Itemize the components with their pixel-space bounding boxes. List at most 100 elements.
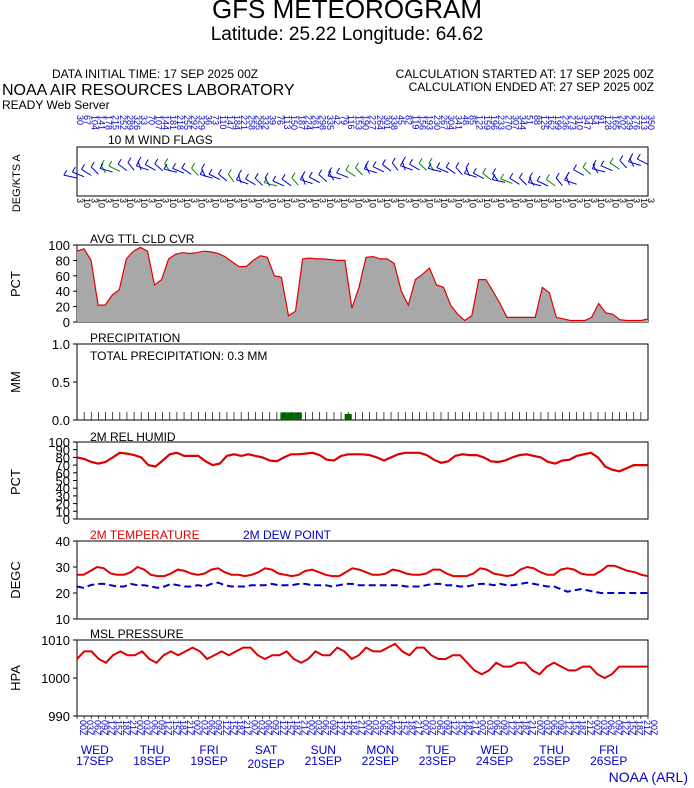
wind-barb	[245, 178, 256, 186]
hour-label: 21Z	[585, 720, 595, 736]
wind-dir-label: 125	[539, 115, 549, 130]
wind-barb-flag	[172, 163, 177, 169]
wind-dir-label: 85	[468, 115, 478, 125]
hour-label: 21Z	[471, 720, 481, 736]
hour-label: 12Z	[278, 720, 288, 736]
day-of-week: WED	[81, 743, 109, 757]
wind-speed-label: 10	[410, 198, 420, 208]
wind-speed-label: 10	[211, 198, 221, 208]
hour-label: 18Z	[406, 720, 416, 736]
wind-dir-label: 159	[482, 115, 492, 130]
wind-speed-label: 3	[589, 198, 599, 203]
wind-speed-label: 3	[632, 198, 642, 203]
wind-barb	[473, 172, 485, 180]
wind-speed-label: 3	[246, 198, 256, 203]
wind-dir-label: 261	[311, 115, 321, 130]
wind-dir-label: 91	[596, 115, 606, 125]
wind-barb-flag	[355, 162, 359, 168]
wind-speed-label: 3	[161, 198, 171, 203]
wind-ylabel: DEG/KTS	[11, 164, 23, 212]
wind-dir-label: 88	[532, 115, 542, 125]
wind-speed-label: 3	[104, 198, 114, 203]
hour-label: 03Z	[314, 720, 324, 736]
wind-speed-label: 10	[182, 198, 192, 208]
wind-speed-label: 10	[239, 198, 249, 208]
hour-label: 21Z	[299, 720, 309, 736]
wind-dir-label: 153	[353, 115, 363, 130]
wind-speed-label: 10	[482, 198, 492, 208]
hour-label: 15Z	[228, 720, 238, 736]
init-time: DATA INITIAL TIME: 17 SEP 2025 00Z	[52, 67, 259, 81]
lab-name: NOAA AIR RESOURCES LABORATORY	[2, 82, 295, 99]
wind-speed-label: 3	[303, 198, 313, 203]
hour-label: 15Z	[114, 720, 124, 736]
wind-barb	[309, 176, 320, 184]
wind-speed-label: 10	[96, 198, 106, 208]
cloud-ytick-label: 0	[63, 315, 70, 330]
wind-barb-flag	[245, 173, 249, 180]
wind-barb	[519, 177, 528, 186]
cloud-ytick-label: 20	[56, 300, 70, 315]
hour-label: 12Z	[107, 720, 117, 736]
wind-dir-label: 156	[418, 115, 428, 130]
wind-speed-label: 10	[196, 198, 206, 208]
hour-label: 00Z	[421, 720, 431, 736]
wind-dir-label: 258	[246, 115, 256, 130]
wind-dir-label: 122	[475, 115, 485, 130]
wind-dir-label: 326	[132, 115, 142, 130]
hour-label: 09Z	[385, 720, 395, 736]
wind-speed-label: 10	[510, 198, 520, 208]
wind-speed-label: 10	[125, 198, 135, 208]
wind-dir-label: 202	[617, 115, 627, 130]
day-date: 17SEP	[76, 754, 113, 768]
rh-ytick-label: 60	[56, 466, 70, 481]
wind-dir-label: 141	[96, 115, 106, 130]
hour-label: 09Z	[271, 720, 281, 736]
wind-barb-flag	[455, 162, 460, 168]
hour-label: 09Z	[328, 720, 338, 736]
wind-barb	[436, 167, 449, 173]
wind-barb	[117, 163, 128, 172]
day-of-week: FRI	[199, 743, 218, 757]
wind-speed-label: 10	[625, 198, 635, 208]
wind-barb	[108, 165, 121, 172]
wind-barb	[327, 175, 342, 180]
wind-dir-label: 110	[218, 115, 228, 129]
wind-barb-flag	[199, 169, 204, 175]
wind-speed-label: 3	[118, 198, 128, 203]
wind-dir-label: 119	[410, 115, 420, 129]
wind-dir-label: 230	[432, 115, 442, 130]
day-of-week: THU	[539, 743, 564, 757]
wind-dir-label: 335	[325, 115, 335, 130]
wind-barb-flag	[63, 169, 68, 176]
wind-speed-label: 3	[89, 198, 99, 203]
wind-speed-label: 10	[368, 198, 378, 208]
hour-label: 18Z	[463, 720, 473, 736]
wind-dir-label: 304	[446, 115, 456, 130]
wind-barb	[401, 161, 406, 171]
wind-barb-flag	[201, 163, 206, 170]
hour-label: 12Z	[563, 720, 573, 736]
wind-barb	[90, 166, 99, 175]
wind-barb	[218, 173, 228, 182]
wind-barb-flag	[500, 173, 505, 180]
wind-dir-label: 107	[154, 115, 164, 130]
wind-barb-flag	[254, 173, 259, 179]
wind-barb-flag	[308, 171, 313, 178]
wind-barb	[208, 173, 220, 180]
wind-speed-label: 3	[175, 198, 185, 203]
wind-dir-label: 42	[332, 115, 342, 125]
wind-barb-flag	[609, 157, 614, 164]
wind-barb-flag	[592, 160, 597, 166]
wind-barb-flag	[328, 167, 333, 173]
wind-speed-label: 10	[82, 198, 92, 208]
wind-dir-label: 128	[603, 115, 613, 130]
hour-label: 18Z	[521, 720, 531, 736]
hour-label: 06Z	[149, 720, 159, 736]
wind-barb	[555, 177, 563, 186]
wind-ylabel-extra: A	[11, 154, 23, 162]
wind-dir-label: 73	[211, 115, 221, 125]
wind-barb	[318, 174, 328, 182]
wind-speed-label: 3	[460, 198, 470, 203]
wind-speed-label: 10	[168, 198, 178, 208]
